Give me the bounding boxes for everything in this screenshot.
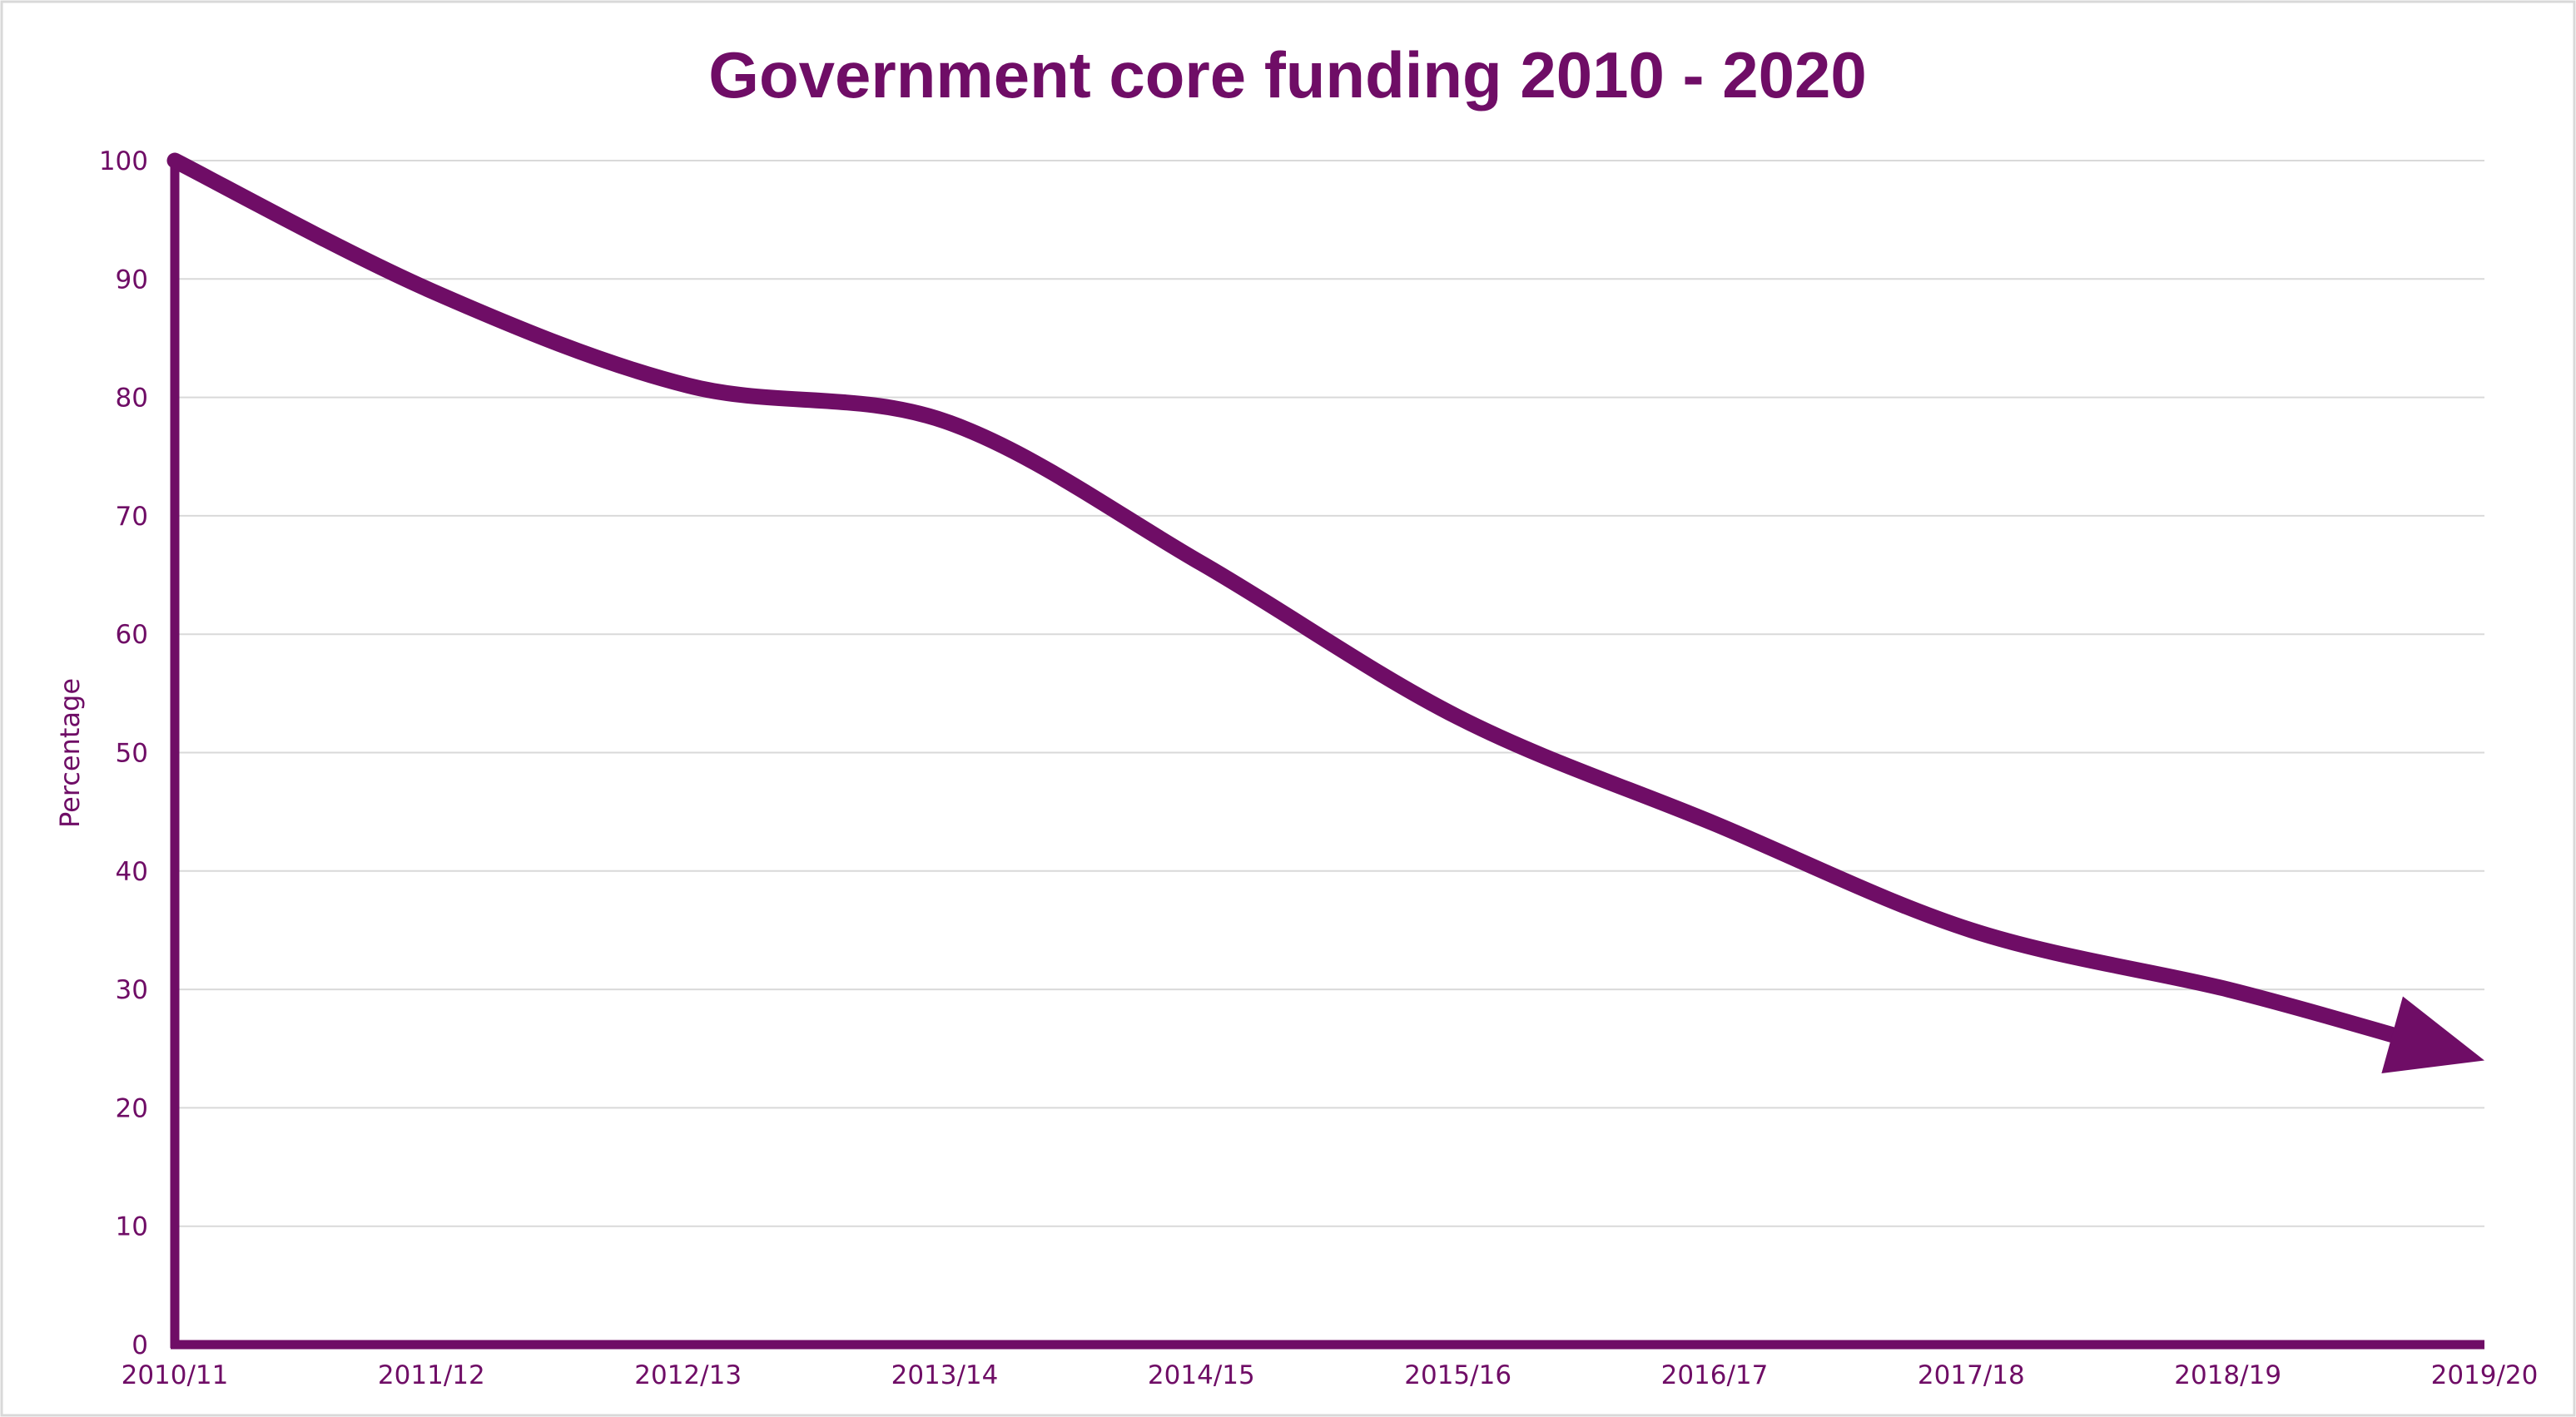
series-layer xyxy=(166,152,2486,1074)
data-point xyxy=(1969,929,1973,932)
data-point xyxy=(1457,716,1460,719)
data-point xyxy=(429,290,433,293)
axes xyxy=(170,158,2484,1350)
y-tick-label: 60 xyxy=(116,620,148,650)
data-point xyxy=(687,384,690,387)
x-tick-label: 2019/20 xyxy=(2431,1360,2539,1390)
y-tick-label: 40 xyxy=(116,857,148,887)
y-tick-label: 0 xyxy=(132,1330,148,1360)
x-tick-label: 2013/14 xyxy=(891,1360,999,1390)
x-tick-label: 2014/15 xyxy=(1148,1360,1255,1390)
series-arrowhead xyxy=(2381,996,2484,1074)
y-tick-label: 80 xyxy=(116,384,148,414)
x-tick-label: 2018/19 xyxy=(2174,1360,2281,1390)
y-tick-label: 30 xyxy=(116,975,148,1005)
data-point xyxy=(173,159,176,162)
x-tick-labels: 2010/11 2011/12 2012/13 2013/14 2014/15 2015/… xyxy=(122,1360,2539,1390)
data-point xyxy=(1713,822,1716,825)
x-tick-label: 2010/11 xyxy=(122,1360,229,1390)
y-axis-title: Percentage xyxy=(54,678,86,828)
data-point xyxy=(2226,988,2230,991)
data-point xyxy=(2483,1058,2486,1062)
y-tick-label: 50 xyxy=(116,739,148,769)
data-point xyxy=(1199,562,1203,565)
chart-title: Government core funding 2010 - 2020 xyxy=(708,38,1866,111)
y-tick-label: 100 xyxy=(99,146,148,176)
series-line xyxy=(166,152,2416,1048)
data-point xyxy=(943,419,946,423)
x-tick-label: 2011/12 xyxy=(378,1360,485,1390)
x-tick-label: 2017/18 xyxy=(1918,1360,2025,1390)
x-tick-label: 2015/16 xyxy=(1404,1360,1511,1390)
y-tick-labels: 0 10 20 30 40 50 60 70 80 90 100 xyxy=(99,146,148,1360)
y-tick-label: 10 xyxy=(116,1212,148,1242)
x-tick-label: 2016/17 xyxy=(1661,1360,1769,1390)
y-tick-label: 90 xyxy=(116,265,148,295)
y-tick-label: 70 xyxy=(116,502,148,532)
x-tick-label: 2012/13 xyxy=(634,1360,742,1390)
y-tick-label: 20 xyxy=(116,1093,148,1123)
